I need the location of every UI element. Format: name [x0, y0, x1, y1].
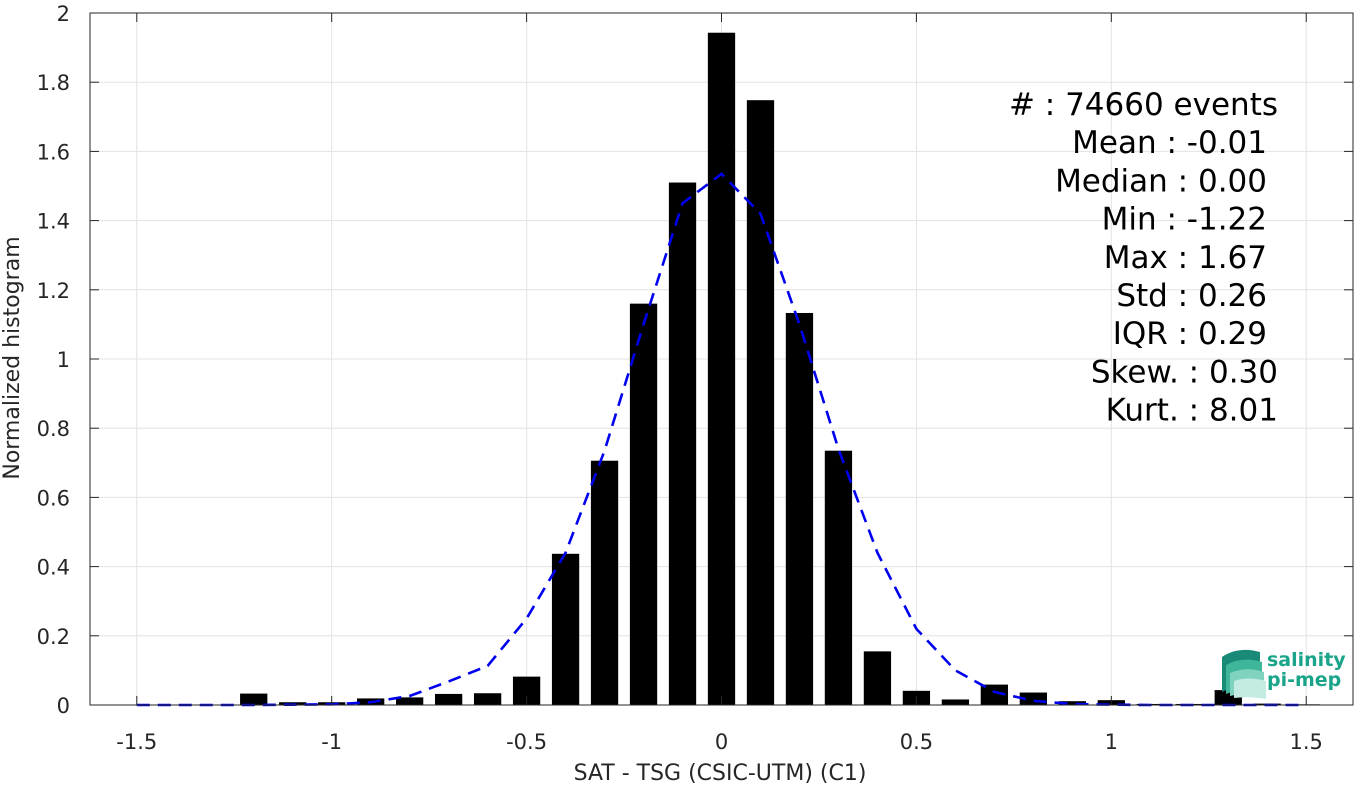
- histogram-bar-6: [473, 693, 502, 705]
- histogram-bar-9: [590, 460, 619, 705]
- x-tick-label-4: 0.5: [900, 730, 933, 754]
- x-tick-label-6: 1.5: [1290, 730, 1323, 754]
- histogram-bar-18: [941, 699, 970, 705]
- axes: [89, 12, 1354, 706]
- logo-wave-icon: [1222, 649, 1266, 699]
- histogram-bar-19: [980, 684, 1009, 705]
- y-tick-label-4: 0.8: [37, 417, 70, 441]
- histogram-bar-10: [629, 303, 658, 705]
- salinity-pi-mep-logo: salinity pi-mep: [1222, 649, 1346, 699]
- histogram-bar-5: [434, 693, 463, 705]
- histogram-bar-12: [707, 32, 736, 706]
- x-axis-label: SAT - TSG (CSIC-UTM) (C1): [574, 761, 867, 785]
- y-tick-label-1: 0.2: [37, 625, 70, 649]
- x-tick-label-2: -0.5: [506, 730, 547, 754]
- bars: [240, 32, 1320, 706]
- stat-line-3: Min : -1.22: [1102, 202, 1267, 238]
- stat-line-0: # : 74660 events: [1009, 87, 1278, 123]
- histogram-bar-16: [863, 651, 892, 705]
- y-tick-label-0: 0: [57, 694, 70, 718]
- y-tick-label-7: 1.4: [37, 210, 70, 234]
- y-axis-label: Normalized histogram: [0, 236, 25, 479]
- x-tick-label-5: 1: [1105, 730, 1118, 754]
- histogram-bar-13: [746, 100, 775, 705]
- y-tick-label-3: 0.6: [37, 486, 70, 510]
- y-tick-label-6: 1.2: [37, 279, 70, 303]
- logo-line-2: pi-mep: [1267, 669, 1341, 691]
- x-tick-labels: -1.5 -1 -0.5 0 0.5 1 1.5: [116, 730, 1323, 754]
- stat-line-8: Kurt. : 8.01: [1106, 393, 1278, 429]
- histogram-bar-8: [551, 553, 580, 705]
- logo-line-1: salinity: [1267, 649, 1346, 671]
- y-tick-label-10: 2: [57, 2, 70, 26]
- stat-line-7: Skew. : 0.30: [1091, 354, 1278, 390]
- y-tick-label-9: 1.8: [37, 71, 70, 95]
- histogram-bar-15: [824, 450, 853, 705]
- y-tick-label-2: 0.4: [37, 556, 70, 580]
- histogram-bar-0: [240, 693, 268, 705]
- x-tick-label-0: -1.5: [116, 730, 157, 754]
- histogram-bar-21: [1058, 701, 1086, 705]
- histogram-bar-14: [785, 312, 814, 705]
- histogram-bar-11: [668, 182, 697, 706]
- stat-line-2: Median : 0.00: [1055, 163, 1267, 199]
- x-tick-label-3: 0: [715, 730, 728, 754]
- stat-line-1: Mean : -0.01: [1072, 125, 1267, 161]
- stat-line-4: Max : 1.67: [1104, 240, 1267, 276]
- stat-line-6: IQR : 0.29: [1113, 316, 1267, 352]
- histogram-bar-4: [396, 697, 424, 705]
- y-tick-label-8: 1.6: [37, 140, 70, 164]
- stat-line-5: Std : 0.26: [1116, 278, 1267, 314]
- y-tick-label-5: 1: [57, 348, 70, 372]
- y-tick-labels: 0 0.2 0.4 0.6 0.8 1 1.2 1.4 1.6 1.8 2: [37, 2, 70, 718]
- x-tick-label-1: -1: [321, 730, 342, 754]
